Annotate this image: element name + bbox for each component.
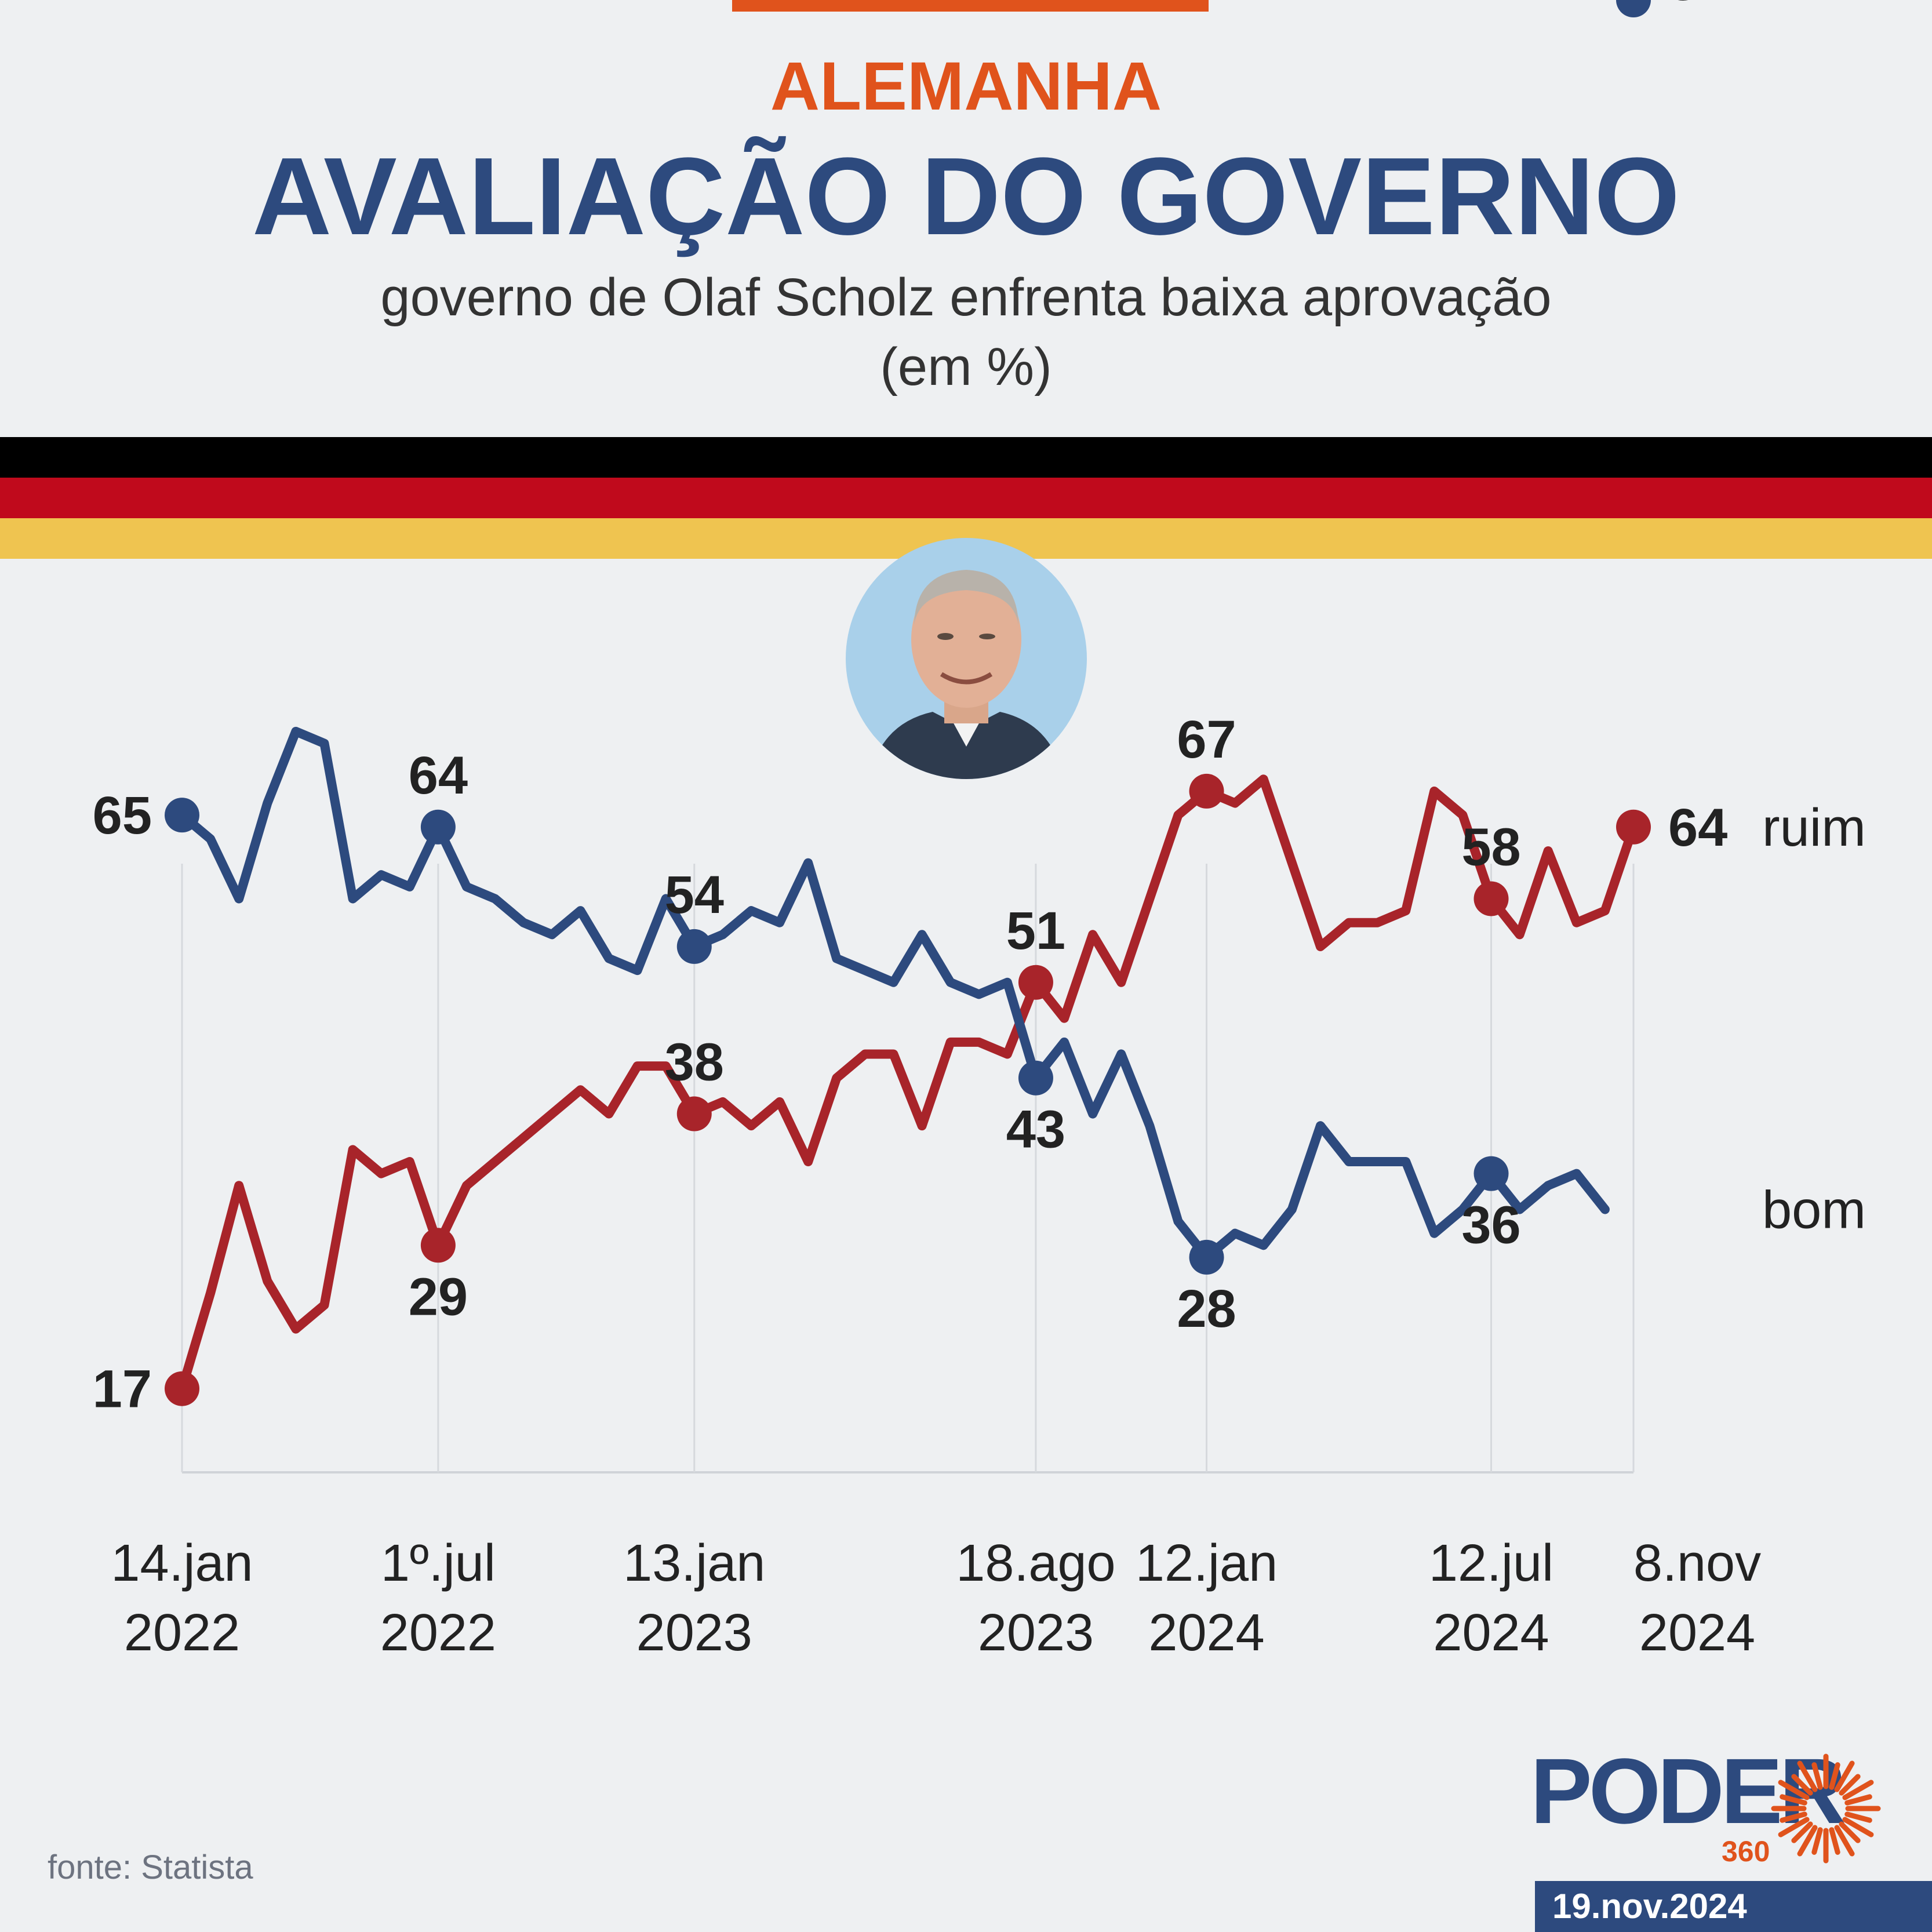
sun-icon	[1771, 1753, 1881, 1864]
publication-date: 19.nov.2024	[1535, 1881, 1932, 1932]
data-point-ruim	[1018, 965, 1053, 1000]
data-point-ruim	[420, 1228, 456, 1263]
data-label-ruim: 29	[409, 1267, 468, 1326]
brand-logo: PODER 360	[1530, 1745, 1881, 1868]
x-tick-label: 2022	[124, 1604, 240, 1662]
x-tick-label: 18.ago	[956, 1534, 1115, 1592]
x-tick-label: 12.jan	[1136, 1534, 1278, 1592]
data-point-ruim	[165, 1371, 199, 1406]
series-line-bom	[177, 726, 1610, 1262]
data-point-bom	[1018, 1060, 1053, 1096]
data-point-ruim	[1189, 773, 1224, 809]
data-label-ruim: 51	[1006, 901, 1065, 960]
portrait-photo	[846, 538, 1087, 779]
header: ALEMANHA AVALIAÇÃO DO GOVERNO governo de…	[0, 35, 1932, 402]
brand-sub: 360	[1722, 1835, 1770, 1868]
series-name-bom: bom	[1762, 1180, 1866, 1239]
data-label-bom: 36	[1461, 1196, 1520, 1255]
x-tick-label: 2023	[636, 1604, 752, 1662]
unit-label: (em %)	[880, 337, 1052, 396]
kicker: ALEMANHA	[770, 48, 1162, 125]
data-point-bom	[1616, 0, 1651, 17]
series-name-ruim: ruim	[1762, 798, 1866, 857]
x-tick-label: 12.jul	[1429, 1534, 1553, 1592]
data-label-bom: 65	[93, 786, 152, 845]
data-point-bom	[1189, 1239, 1224, 1275]
chart-title: AVALIAÇÃO DO GOVERNO	[252, 135, 1680, 258]
data-label-ruim: 64	[1668, 798, 1727, 857]
flag-stripe-black	[0, 437, 1932, 478]
series-line-ruim	[177, 774, 1638, 1393]
data-point-bom	[1473, 1156, 1509, 1191]
x-tick-label: 2024	[1433, 1604, 1549, 1662]
data-label-bom: 28	[1177, 1279, 1236, 1338]
x-tick-label: 14.jan	[111, 1534, 253, 1592]
data-point-ruim	[1616, 809, 1651, 845]
data-label-bom: 32	[1668, 0, 1727, 12]
data-point-bom	[420, 809, 456, 845]
top-accent-bar	[732, 0, 1209, 12]
data-label-bom: 43	[1006, 1100, 1065, 1159]
source-note: fonte: Statista	[48, 1849, 253, 1886]
data-label-ruim: 58	[1461, 817, 1520, 876]
x-tick-label: 1º.jul	[381, 1534, 496, 1592]
flag-stripe-red	[0, 478, 1932, 518]
data-label-ruim: 38	[665, 1033, 724, 1092]
chart-subtitle: governo de Olaf Scholz enfrenta baixa ap…	[380, 268, 1552, 327]
data-label-ruim: 67	[1177, 710, 1236, 769]
data-label-bom: 54	[665, 865, 724, 925]
data-point-ruim	[676, 1096, 712, 1131]
data-point-ruim	[1473, 881, 1509, 916]
x-tick-label: 13.jan	[623, 1534, 765, 1592]
data-point-bom	[676, 929, 712, 964]
x-tick-label: 2024	[1639, 1604, 1755, 1662]
x-tick-label: 2022	[380, 1604, 496, 1662]
x-tick-label: 8.nov	[1633, 1534, 1761, 1592]
data-point-bom	[165, 798, 199, 833]
x-tick-label: 2024	[1148, 1604, 1264, 1662]
data-label-bom: 64	[409, 746, 468, 805]
x-tick-label: 2023	[978, 1604, 1094, 1662]
data-label-ruim: 17	[93, 1360, 152, 1419]
